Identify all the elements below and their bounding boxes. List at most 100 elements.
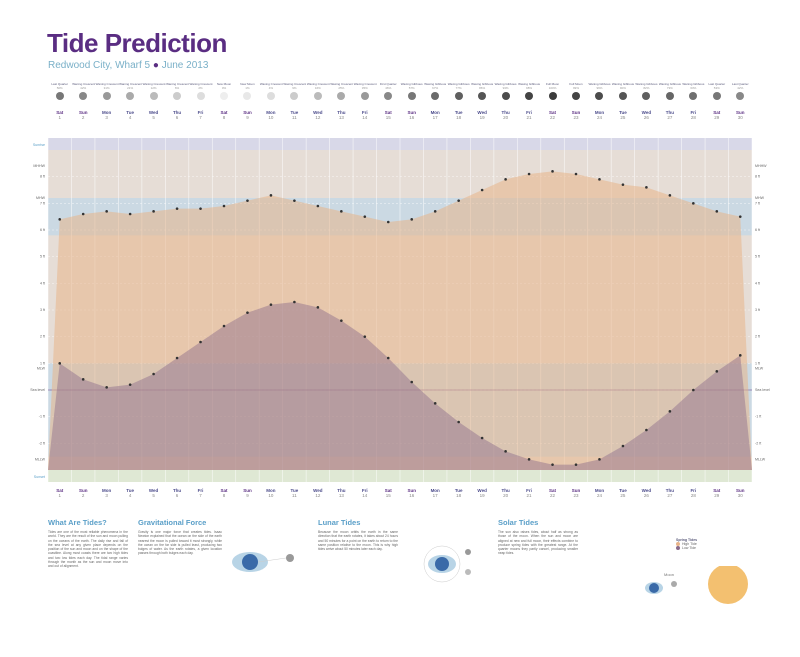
day-number: 5 (152, 493, 155, 498)
moon-icon (313, 92, 322, 100)
day-of-week: Sat (713, 488, 721, 493)
high-tide-point (668, 194, 672, 197)
day-of-week: Sun (78, 110, 88, 115)
moon-phase-label: Waning Crescent (72, 82, 96, 86)
moon-icon (736, 92, 745, 100)
moon-phase-percent: 31% (103, 86, 110, 90)
day-of-week: Sat (384, 110, 392, 115)
low-tide-point (692, 388, 695, 392)
day-header: Thu 13 (330, 488, 352, 498)
day-header: Sun 23 (565, 110, 587, 120)
moon-phase-label: Waning Gibbous (682, 82, 705, 86)
moon-phase: New Moon 1% (236, 82, 258, 100)
day-header: Fri 21 (518, 488, 540, 498)
day-header: Wed 5 (143, 110, 165, 120)
day-number: 4 (128, 115, 132, 120)
day-number: 1 (58, 493, 61, 498)
day-of-week: Mon (266, 110, 276, 115)
day-number: 14 (362, 493, 368, 498)
axis-label: 1 ft (755, 361, 760, 365)
axis-label: MHHW (33, 164, 45, 168)
lunar-diagram (423, 545, 471, 583)
day-of-week: Fri (690, 110, 697, 115)
day-header: Fri 14 (354, 110, 376, 120)
low-tide-point (457, 420, 460, 424)
day-number: 17 (432, 493, 438, 498)
day-of-week: Fri (197, 488, 204, 493)
day-of-week: Sun (571, 110, 581, 115)
high-tide-point (175, 207, 179, 210)
axis-label: MLW (755, 367, 764, 371)
high-tide-point (363, 215, 367, 218)
moon-phase-label: Last Quarter (708, 82, 726, 86)
axis-label: 5 ft (755, 255, 760, 259)
section-body-gravitational-force: Gravity is one major force that creates … (138, 530, 222, 556)
low-tide-point (293, 300, 296, 304)
moon-phase: Waxing Crescent 4% (260, 82, 283, 100)
day-number: 28 (690, 115, 696, 120)
day-number: 19 (479, 493, 485, 498)
low-tide-point (105, 386, 108, 389)
moon-icon (595, 92, 604, 100)
moon-phase: First Quarter 46% (377, 82, 399, 100)
low-tide-point (386, 356, 390, 360)
day-of-week: Tue (619, 488, 627, 493)
moon-icon (454, 92, 463, 100)
day-number: 25 (620, 115, 626, 120)
day-header: Sun 16 (401, 110, 423, 120)
day-of-week: Mon (594, 488, 605, 493)
high-tide-point (128, 212, 132, 216)
day-number: 10 (268, 115, 274, 120)
day-number: 20 (503, 493, 509, 498)
day-header: Wed 5 (143, 488, 165, 498)
axis-label: 2 ft (755, 335, 760, 339)
day-header: Sun 30 (729, 488, 751, 498)
moon-icon (196, 92, 205, 100)
day-number: 7 (199, 493, 202, 498)
day-of-week: Fri (361, 110, 368, 115)
day-header: Thu 20 (495, 488, 517, 498)
day-of-week: Mon (266, 488, 276, 493)
day-of-week: Sun (736, 110, 745, 115)
day-number: 21 (526, 115, 532, 120)
legend-high: High Tide (676, 542, 697, 547)
day-header: Thu 6 (166, 488, 188, 498)
earth-icon (435, 557, 449, 571)
day-number: 28 (690, 493, 696, 498)
day-of-week: Sun (243, 488, 252, 493)
day-of-week: Tue (126, 110, 134, 115)
moon-phase-label: Waxing Crescent (283, 82, 307, 86)
day-number: 23 (573, 493, 579, 498)
moon-phase-percent: 42% (80, 86, 87, 90)
moon-phase: Waning Crescent 2% (190, 82, 212, 100)
day-header: Mon 10 (260, 488, 282, 498)
moon-phase: Waxing Crescent 25% (330, 82, 353, 100)
high-tide-point (715, 210, 719, 213)
sun-icon (708, 566, 748, 604)
day-header: Fri 28 (682, 110, 704, 120)
low-tide-swatch-icon (676, 546, 680, 551)
low-tide-point (128, 383, 132, 386)
section-body-solar-tides: The sun also raises tides, about half as… (498, 530, 578, 556)
moon-icon (465, 569, 471, 575)
moon-icon (689, 92, 698, 100)
axis-label: Sea level (755, 388, 770, 392)
subtitle-place: Redwood City, Wharf 5 (48, 60, 151, 71)
high-tide-point (58, 218, 62, 221)
axis-label: 4 ft (40, 281, 45, 285)
day-number: 24 (596, 493, 602, 498)
day-of-week: Tue (454, 110, 463, 115)
day-of-week: Mon (102, 110, 112, 115)
low-tide-point (222, 324, 226, 328)
day-header-bottom: Sat 1 Sun 2 Mon 3 Tue 4 Wed 5 Thu 6 Fri 7 Sat 8 Sun 9 Mon 1… (40, 488, 760, 508)
day-of-week: Thu (501, 110, 510, 115)
day-of-week: Tue (126, 488, 134, 493)
axis-label: 3 ft (40, 308, 45, 312)
day-of-week: Mon (102, 488, 112, 493)
moon-phase-percent: 57% (408, 86, 415, 90)
high-tide-point (621, 183, 625, 186)
day-of-week: Sun (78, 488, 88, 493)
axis-label: 8 ft (40, 175, 45, 179)
day-of-week: Tue (290, 488, 299, 493)
